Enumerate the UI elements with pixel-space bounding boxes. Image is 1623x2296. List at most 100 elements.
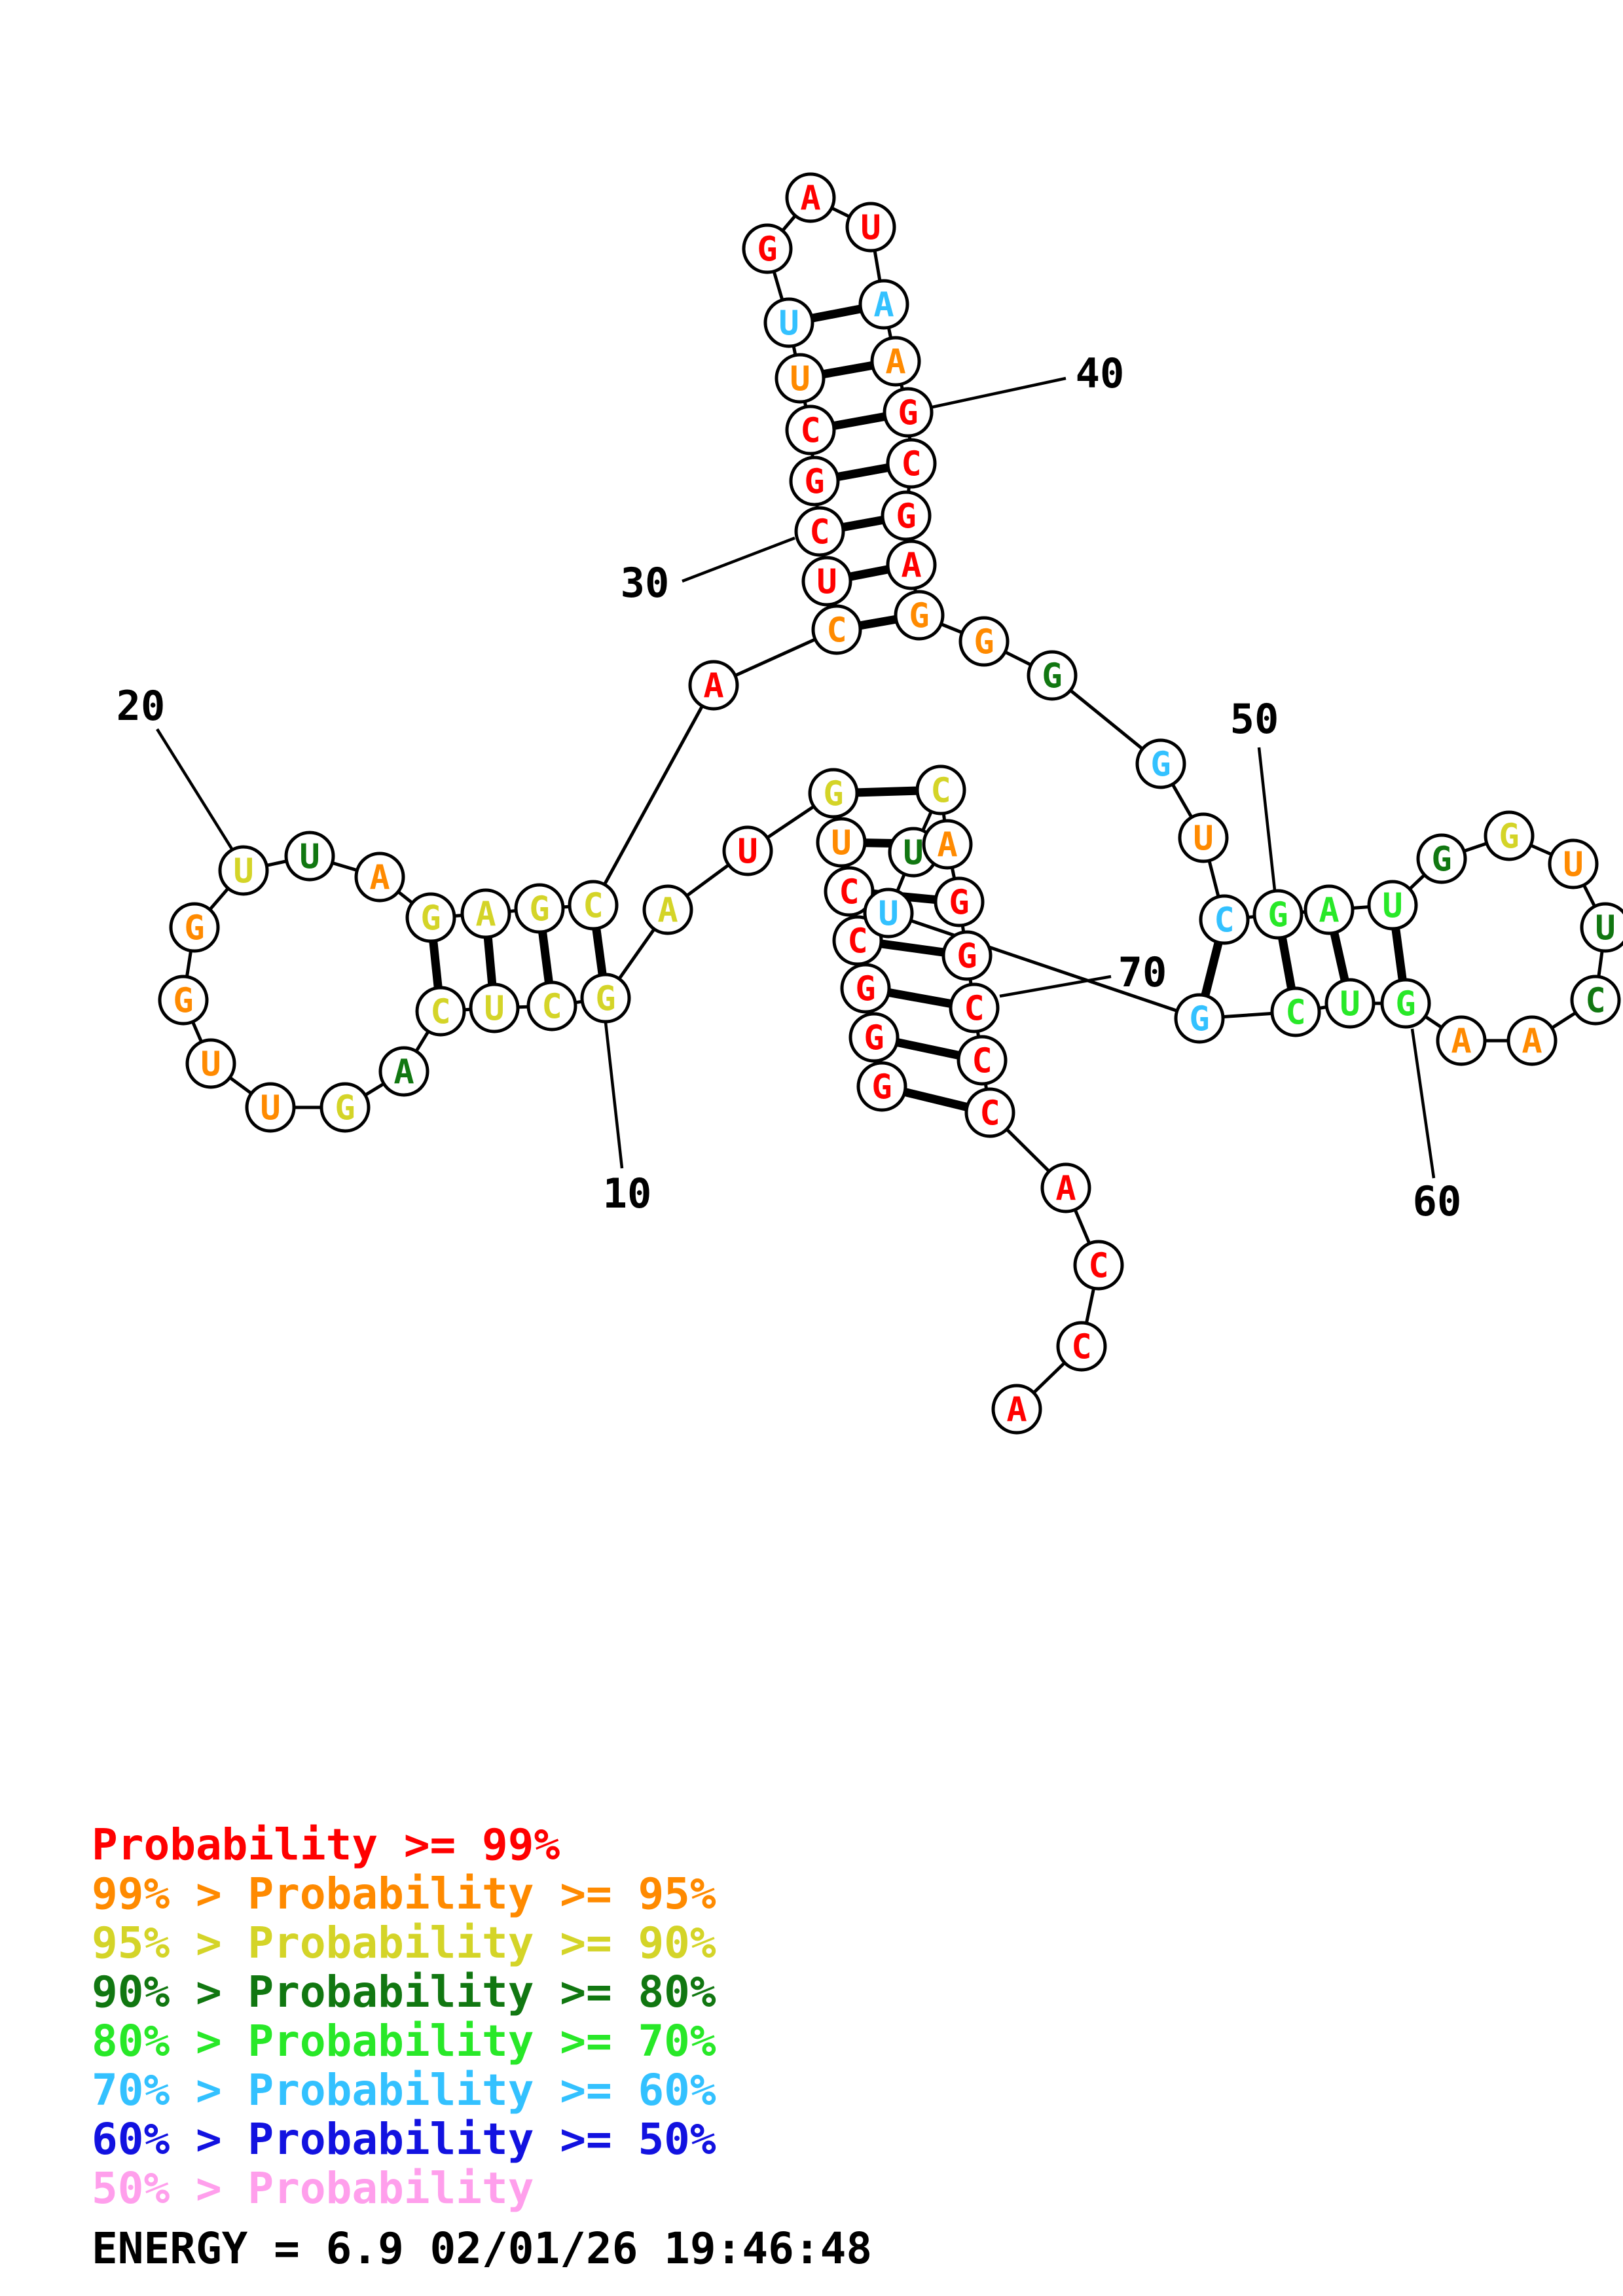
pointer-line-60 xyxy=(1410,1028,1436,1179)
nucleotide-circle-52 xyxy=(1367,880,1418,931)
nucleotide-base-38: A xyxy=(873,286,894,325)
nucleotide-base-25: G xyxy=(529,890,549,929)
nucleotide-circle-36 xyxy=(785,172,836,223)
nucleotide-circle-61 xyxy=(1324,978,1376,1029)
legend-row-p95: 99% > Probability >= 95% xyxy=(92,1869,716,1919)
nucleotide-circle-16 xyxy=(245,1082,296,1133)
nucleotide-circle-68 xyxy=(934,876,985,927)
position-label-20: 20 xyxy=(117,682,166,730)
nucleotide-circle-3 xyxy=(840,963,891,1014)
nucleotide-base-39: A xyxy=(885,343,905,382)
position-number-layer: 10 20 30 40 50 60 70 xyxy=(117,350,1462,1225)
nucleotide-circle-66 xyxy=(915,764,966,816)
nucleotide-circle-63 xyxy=(1174,993,1225,1044)
nucleotide-base-7: G xyxy=(823,775,843,814)
nucleotide-circle-23 xyxy=(405,892,456,943)
nucleotide-base-15: G xyxy=(335,1089,355,1128)
nucleotide-circle-21 xyxy=(284,831,335,882)
nucleotide-circle-24 xyxy=(460,888,511,939)
nucleotide-base-11: C xyxy=(541,988,562,1027)
nucleotide-base-36: A xyxy=(800,179,820,219)
nucleotide-circle-27 xyxy=(688,660,739,711)
nucleotide-base-46: G xyxy=(1042,657,1062,696)
nucleotide-base-48: U xyxy=(1193,819,1213,859)
nucleotide-circle-11 xyxy=(526,980,577,1031)
pointer-line-30 xyxy=(682,536,795,583)
nucleotide-circle-57 xyxy=(1570,975,1621,1026)
legend-row-p50: 60% > Probability >= 50% xyxy=(92,2114,716,2164)
nucleotide-base-51: A xyxy=(1319,891,1339,931)
legend-row-plow: 50% > Probability xyxy=(92,2163,534,2214)
nucleotide-circle-51 xyxy=(1304,884,1355,935)
nucleotide-circle-69 xyxy=(941,930,993,981)
nucleotide-base-53: G xyxy=(1431,840,1451,880)
position-label-50: 50 xyxy=(1230,695,1279,743)
nucleotide-base-43: A xyxy=(901,547,921,586)
legend-row-p99: Probability >= 99% xyxy=(92,1820,560,1870)
nucleotide-circle-49 xyxy=(1199,894,1250,945)
nucleotide-circle-75 xyxy=(1056,1321,1107,1372)
nucleotide-base-34: U xyxy=(778,304,799,344)
nucleotide-circle-35 xyxy=(742,223,793,274)
nucleotide-base-54: G xyxy=(1499,817,1519,857)
nucleotide-circle-41 xyxy=(886,438,937,489)
nucleotide-base-76: A xyxy=(1006,1391,1027,1430)
nucleotide-base-6: U xyxy=(831,824,851,863)
nucleotide-base-72: C xyxy=(979,1094,1000,1134)
label-pointer-layer xyxy=(156,376,1436,1179)
legend-layer: Probability >= 99%99% > Probability >= 9… xyxy=(92,1820,716,2214)
backbone-segment-63-64 xyxy=(888,911,1200,1020)
position-label-30: 30 xyxy=(621,559,670,607)
nucleotide-base-29: U xyxy=(816,563,837,602)
energy-timestamp-text: ENERGY = 6.9 02/01/26 19:46:48 xyxy=(92,2223,872,2274)
nucleotide-base-60: G xyxy=(1395,985,1415,1024)
nucleotide-base-22: A xyxy=(369,859,390,898)
nucleotide-base-20: U xyxy=(233,852,253,891)
nucleotide-circle-6 xyxy=(816,817,867,868)
nucleotide-circle-76 xyxy=(991,1384,1042,1435)
nucleotide-circle-39 xyxy=(870,336,921,387)
nucleotide-base-41: C xyxy=(901,445,921,484)
nucleotide-base-73: A xyxy=(1055,1170,1076,1209)
nucleotide-base-75: C xyxy=(1071,1328,1091,1367)
nucleotide-circle-45 xyxy=(958,616,1010,667)
nucleotide-circle-53 xyxy=(1416,833,1467,884)
pointer-line-20 xyxy=(156,728,234,852)
nucleotide-circle-9 xyxy=(642,884,693,935)
nucleotide-base-55: U xyxy=(1563,846,1583,885)
nucleotide-base-50: G xyxy=(1267,896,1288,935)
nucleotide-circle-28 xyxy=(811,604,862,655)
nucleotide-circle-18 xyxy=(158,975,209,1026)
pointer-line-40 xyxy=(932,376,1067,409)
nucleotide-base-23: G xyxy=(420,899,441,939)
nucleotide-base-59: A xyxy=(1451,1022,1471,1062)
nucleotide-base-42: G xyxy=(896,497,916,537)
nucleotide-circle-12 xyxy=(469,982,520,1033)
nucleotide-circle-33 xyxy=(775,353,826,404)
nucleotide-base-57: C xyxy=(1585,982,1605,1021)
nucleotide-circle-30 xyxy=(794,506,845,557)
nucleotide-base-68: G xyxy=(949,884,969,923)
nucleotide-circle-73 xyxy=(1040,1162,1091,1213)
nucleotide-base-65: U xyxy=(903,834,923,873)
nucleotide-base-40: G xyxy=(898,394,918,433)
nucleotide-base-17: U xyxy=(200,1045,221,1085)
nucleotide-base-28: C xyxy=(826,611,847,651)
nucleotide-circle-8 xyxy=(722,825,773,876)
nucleotide-circle-59 xyxy=(1436,1015,1487,1066)
nucleotide-base-14: A xyxy=(393,1053,414,1092)
nucleotide-circle-64 xyxy=(863,888,914,939)
nucleotide-base-62: C xyxy=(1285,994,1305,1033)
legend-row-p90: 95% > Probability >= 90% xyxy=(92,1918,716,1968)
nucleotide-circle-38 xyxy=(858,279,909,330)
nucleotide-circle-50 xyxy=(1252,889,1304,940)
nucleotide-circle-67 xyxy=(922,819,973,870)
nucleotide-circle-26 xyxy=(568,880,619,931)
nucleotide-base-32: C xyxy=(800,412,820,451)
nucleotide-circle-22 xyxy=(354,852,405,903)
nucleotide-circle-17 xyxy=(185,1038,236,1089)
nucleotide-base-9: A xyxy=(657,891,678,931)
nucleotide-circle-32 xyxy=(785,404,836,456)
nucleotide-base-33: U xyxy=(790,360,810,399)
